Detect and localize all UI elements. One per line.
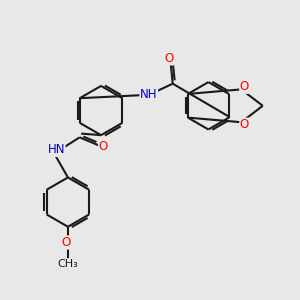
- Text: NH: NH: [140, 88, 158, 101]
- Text: O: O: [164, 52, 174, 65]
- Text: O: O: [99, 140, 108, 153]
- Text: O: O: [240, 80, 249, 93]
- Text: O: O: [62, 236, 71, 249]
- Text: HN: HN: [47, 143, 65, 157]
- Text: CH₃: CH₃: [58, 259, 78, 269]
- Text: O: O: [240, 118, 249, 131]
